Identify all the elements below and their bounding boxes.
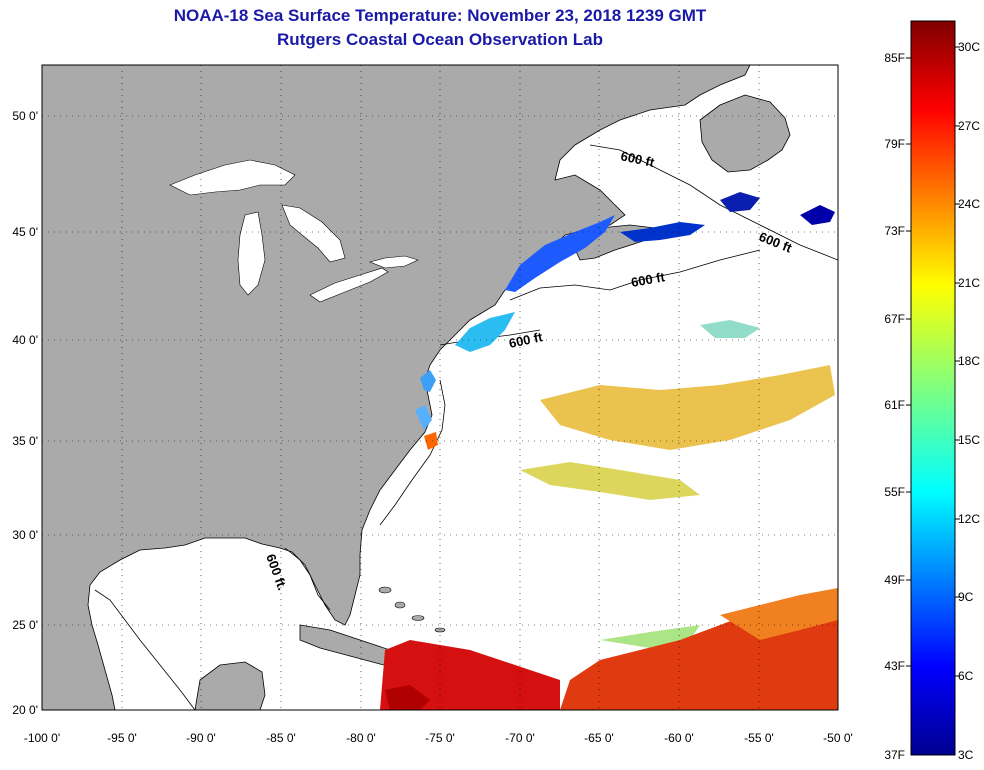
colorbar-c-label: 18C xyxy=(958,354,980,368)
lon-tick-label: -80 0' xyxy=(346,731,376,745)
colorbar xyxy=(910,20,956,756)
sst-warm-sargasso xyxy=(520,320,835,648)
sst-tropical-warm xyxy=(380,588,838,710)
lat-tick-label: 30 0' xyxy=(12,528,38,542)
lake-ontario xyxy=(369,255,419,269)
colorbar-f-label: 73F xyxy=(884,224,905,238)
lat-tick-label: 20 0' xyxy=(12,703,38,717)
colorbar-f-label: 61F xyxy=(884,398,905,412)
colorbar-f-label: 37F xyxy=(884,748,905,762)
contour-label: 600 ft xyxy=(508,329,545,351)
sst-cold-gulf-of-maine xyxy=(505,192,835,292)
colorbar-f-label: 79F xyxy=(884,137,905,151)
colorbar-c-label: 30C xyxy=(958,40,980,54)
lat-tick-label: 40 0' xyxy=(12,333,38,347)
lon-tick-label: -95 0' xyxy=(107,731,137,745)
lon-tick-label: -50 0' xyxy=(823,731,853,745)
land-yucatan xyxy=(194,661,266,710)
lon-tick-label: -75 0' xyxy=(425,731,455,745)
colorbar-f-label: 55F xyxy=(884,485,905,499)
lon-tick-label: -65 0' xyxy=(584,731,614,745)
lake-michigan xyxy=(237,211,266,296)
land-newfoundland xyxy=(699,94,791,173)
lon-tick-label: -85 0' xyxy=(266,731,296,745)
colorbar-c-label: 24C xyxy=(958,197,980,211)
colorbar-f-label: 85F xyxy=(884,51,905,65)
contour-label: 600 ft xyxy=(619,148,656,170)
colorbar-c-label: 3C xyxy=(958,748,974,762)
map-subtitle: Rutgers Coastal Ocean Observation Lab xyxy=(277,30,603,49)
isobath-600ft xyxy=(94,144,838,710)
colorbar-c-label: 15C xyxy=(958,433,980,447)
lon-tick-label: -100 0' xyxy=(24,731,60,745)
lon-tick-label: -70 0' xyxy=(505,731,535,745)
lake-erie xyxy=(309,267,389,303)
lat-tick-label: 50 0' xyxy=(12,109,38,123)
colorbar-c-label: 21C xyxy=(958,276,980,290)
land-north-america xyxy=(42,65,751,710)
lon-tick-label: -55 0' xyxy=(744,731,774,745)
colorbar-c-label: 9C xyxy=(958,590,974,604)
lat-tick-label: 45 0' xyxy=(12,225,38,239)
map-title: NOAA-18 Sea Surface Temperature: Novembe… xyxy=(173,6,707,25)
colorbar-f-label: 49F xyxy=(884,573,905,587)
contour-label: 600 ft xyxy=(630,269,667,290)
colorbar-c-label: 6C xyxy=(958,669,974,683)
lake-superior xyxy=(169,159,296,196)
lat-tick-label: 35 0' xyxy=(12,434,38,448)
colorbar-f-label: 67F xyxy=(884,312,905,326)
colorbar-c-label: 27C xyxy=(958,119,980,133)
lat-tick-label: 25 0' xyxy=(12,618,38,632)
colorbar-ticks xyxy=(906,46,960,677)
lon-tick-label: -90 0' xyxy=(186,731,216,745)
lake-huron xyxy=(281,204,346,263)
map-frame xyxy=(41,64,839,711)
colorbar-c-label: 12C xyxy=(958,512,980,526)
sst-mid-atlantic xyxy=(415,312,515,450)
colorbar-f-label: 43F xyxy=(884,659,905,673)
lon-tick-label: -60 0' xyxy=(664,731,694,745)
graticule xyxy=(42,65,838,710)
